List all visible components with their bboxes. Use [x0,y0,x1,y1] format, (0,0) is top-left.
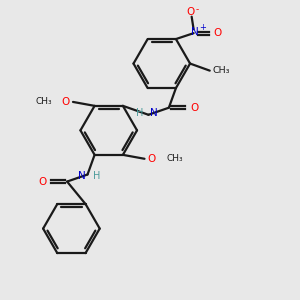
Text: O: O [39,177,47,187]
Text: N: N [190,27,198,38]
Text: O: O [148,154,156,164]
Text: H: H [136,108,143,118]
Text: O: O [190,103,198,113]
Text: N: N [150,108,158,118]
Text: N: N [78,171,86,181]
Text: +: + [199,23,206,32]
Text: -: - [196,5,199,14]
Text: H: H [93,171,100,181]
Text: CH₃: CH₃ [213,66,230,75]
Text: O: O [214,28,222,38]
Text: O: O [187,7,195,17]
Text: CH₃: CH₃ [166,154,183,163]
Text: CH₃: CH₃ [36,98,52,106]
Text: O: O [61,97,70,107]
